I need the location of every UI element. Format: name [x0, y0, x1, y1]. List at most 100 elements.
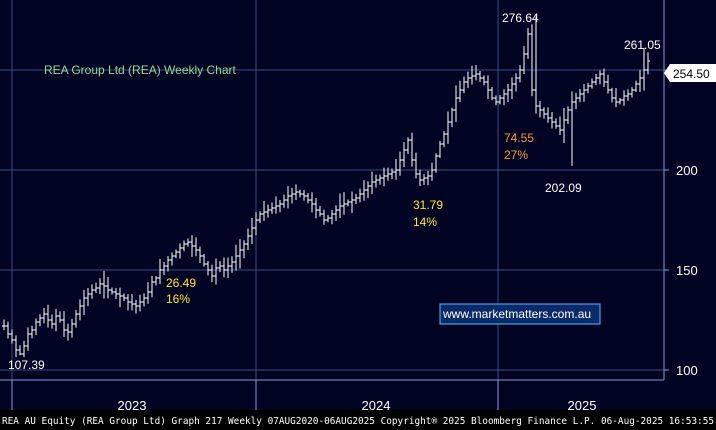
ohlc-bar	[510, 77, 514, 100]
ohlc-bar	[186, 238, 190, 247]
ohlc-bar	[190, 235, 194, 257]
ohlc-bar	[386, 167, 390, 181]
ohlc-bar	[462, 76, 466, 94]
ohlc-bar	[150, 275, 154, 298]
ohlc-bar	[442, 131, 446, 148]
ohlc-bar	[342, 192, 346, 215]
ohlc-bar	[374, 174, 378, 188]
y-tick-label: 100	[676, 363, 698, 378]
ohlc-bar	[426, 170, 430, 186]
ohlc-bar	[174, 249, 178, 259]
ohlc-bar	[162, 262, 166, 276]
ohlc-bar	[318, 206, 322, 217]
ohlc-bar	[214, 258, 218, 285]
ohlc-bar	[434, 153, 438, 173]
ohlc-bar	[274, 196, 278, 214]
annotation-move-value: 74.55	[504, 131, 534, 145]
ohlc-bar	[638, 70, 642, 92]
ohlc-bar	[390, 168, 394, 180]
ohlc-bar	[350, 191, 354, 214]
ohlc-bar	[182, 240, 186, 252]
watermark-url: www.marketmatters.com.au	[442, 307, 591, 321]
ohlc-bar	[90, 284, 94, 299]
ohlc-bar	[370, 171, 374, 195]
watermark-box	[439, 303, 601, 325]
ohlc-bar	[178, 243, 182, 259]
ohlc-bar	[450, 107, 454, 128]
ohlc-bar	[206, 261, 210, 276]
ohlc-bar	[310, 192, 314, 213]
ohlc-bar	[306, 192, 310, 204]
ohlc-bar	[494, 95, 498, 106]
ohlc-bar	[66, 323, 70, 341]
last-price-value: 254.50	[673, 67, 710, 81]
ohlc-bar	[514, 73, 518, 92]
axes	[0, 0, 665, 381]
ohlc-bar	[266, 204, 270, 218]
ohlc-bar	[254, 212, 258, 236]
ohlc-bar	[314, 197, 318, 219]
footer-bar	[0, 410, 716, 430]
ohlc-bar	[290, 187, 294, 204]
ohlc-bar	[530, 24, 534, 97]
ohlc-bar	[118, 287, 122, 308]
ohlc-bar	[574, 92, 578, 110]
ohlc-bar	[630, 87, 634, 98]
ohlc-bar	[50, 314, 54, 329]
x-tick-label: 2023	[118, 398, 147, 413]
annotation-recent-high: 261.05	[624, 38, 661, 52]
annotation-pullback-value: 31.79	[413, 198, 443, 212]
ohlc-bar	[482, 75, 486, 86]
ohlc-bar	[262, 200, 266, 221]
ohlc-bar	[322, 209, 326, 225]
last-price-tag	[664, 64, 716, 82]
ohlc-bar	[278, 199, 282, 213]
ohlc-bar	[26, 327, 30, 351]
ohlc-bar	[18, 345, 22, 356]
ohlc-bar	[270, 202, 274, 214]
ohlc-bar	[406, 137, 410, 154]
ohlc-bar	[86, 288, 90, 307]
ohlc-bar	[478, 70, 482, 82]
ohlc-bar	[446, 111, 450, 144]
ohlc-bar	[354, 193, 358, 205]
ohlc-bar	[102, 270, 106, 299]
ohlc-bar	[506, 83, 510, 103]
ohlc-bar	[250, 217, 254, 245]
ohlc-bar	[194, 237, 198, 257]
ohlc-bar	[326, 214, 330, 223]
ohlc-bar	[534, 16, 538, 114]
ohlc-bar	[394, 158, 398, 180]
ohlc-bar	[378, 174, 382, 185]
ohlc-bar	[30, 325, 34, 339]
ohlc-bar	[490, 87, 494, 101]
ohlc-bar	[602, 68, 606, 87]
ohlc-bar	[82, 289, 86, 315]
ohlc-bar	[166, 256, 170, 272]
ohlc-bar	[130, 294, 134, 311]
ohlc-bar	[10, 329, 14, 344]
chart-title: REA Group Ltd (REA) Weekly Chart	[44, 63, 237, 77]
ohlc-bar	[362, 180, 366, 201]
ohlc-bar	[330, 209, 334, 225]
ohlc-bar	[562, 107, 566, 144]
x-tick-label: 2024	[362, 398, 391, 413]
ohlc-bar	[566, 106, 570, 124]
ohlc-bar	[498, 94, 502, 105]
ohlc-bar	[6, 321, 10, 339]
ohlc-bar	[458, 80, 462, 102]
ohlc-bar	[302, 189, 306, 201]
ohlc-bar	[546, 107, 550, 123]
ohlc-bar	[558, 116, 562, 135]
ohlc-bar	[158, 258, 162, 284]
ohlc-bar	[438, 140, 442, 158]
ohlc-bar	[338, 193, 342, 219]
ohlc-bar	[14, 335, 18, 358]
ohlc-bar	[358, 188, 362, 203]
ohlc-bar	[334, 205, 338, 221]
ohlc-bar	[238, 239, 242, 269]
ohlc-bar	[526, 28, 530, 59]
ohlc-bar	[58, 311, 62, 323]
